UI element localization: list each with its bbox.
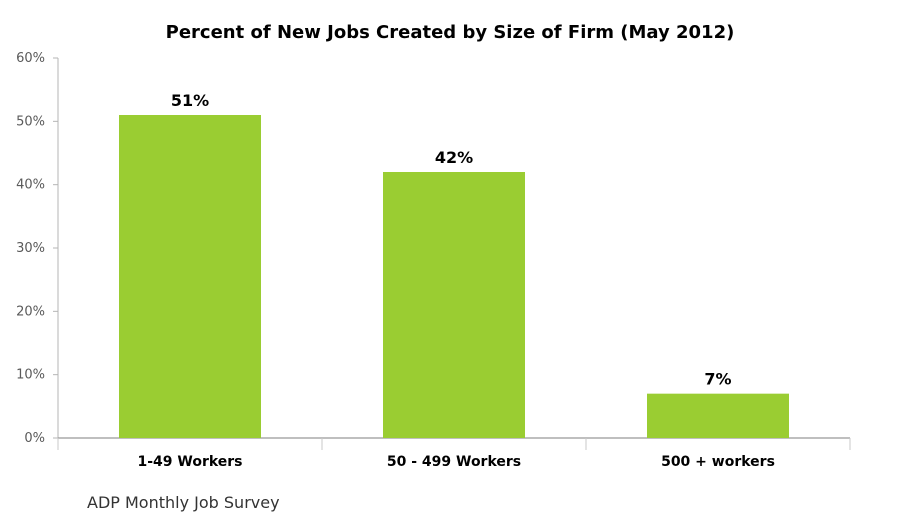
y-tick-label: 20% [16, 304, 45, 319]
y-tick-label: 10% [16, 368, 45, 383]
y-tick-label: 40% [16, 178, 45, 193]
y-tick-label: 0% [24, 431, 45, 446]
source-note: ADP Monthly Job Survey [87, 493, 280, 512]
y-tick-label: 30% [16, 241, 45, 256]
bar [647, 393, 789, 438]
chart-title: Percent of New Jobs Created by Size of F… [166, 22, 735, 43]
bars [119, 115, 789, 438]
value-labels: 51% 42% 7% [171, 91, 732, 389]
bar [119, 115, 261, 438]
x-axis: 1-49 Workers 50 - 499 Workers 500 + worker… [57, 437, 851, 470]
bar [383, 172, 525, 438]
bar-value-label: 7% [704, 370, 731, 389]
bar-value-label: 51% [171, 91, 209, 110]
y-axis: 0% 10% 20% 30% 40% 50% 60% [16, 51, 59, 446]
y-tick-label: 60% [16, 51, 45, 66]
bar-value-label: 42% [435, 148, 473, 167]
x-category-label: 1-49 Workers [137, 454, 242, 470]
x-category-label: 50 - 499 Workers [387, 454, 521, 470]
x-category-label: 500 + workers [661, 454, 775, 470]
y-tick-label: 50% [16, 114, 45, 129]
